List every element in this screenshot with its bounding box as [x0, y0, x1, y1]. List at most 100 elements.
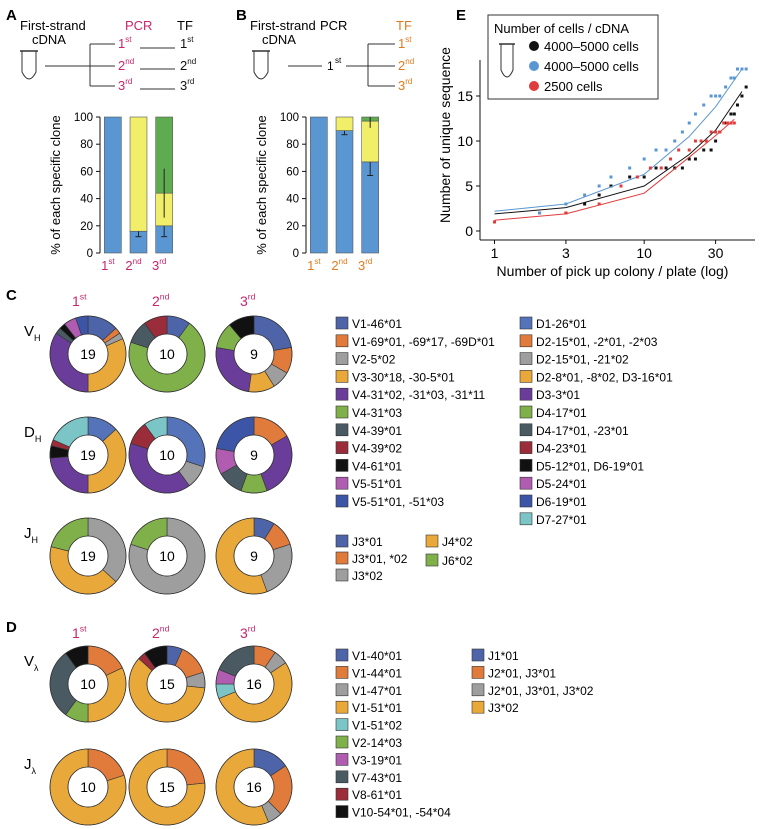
legend-swatch [529, 81, 539, 91]
legend-label: V10-54*01, -54*04 [352, 806, 451, 820]
legend-label: V1-69*01, -69*17, -69D*01 [352, 335, 495, 349]
round-suffix: rd [405, 77, 412, 86]
legend-label: D4-17*01, -23*01 [536, 424, 629, 438]
legend-label: V3-30*18, -30-5*01 [352, 370, 455, 384]
y-axis-title: % of each specific clone [254, 115, 269, 254]
legend-label: V1-46*01 [352, 317, 402, 331]
y-tick-label: 10 [457, 133, 473, 149]
legend-swatch [529, 41, 539, 51]
data-point [709, 94, 713, 98]
data-point [693, 157, 697, 161]
donut-total: 19 [80, 346, 96, 362]
legend-vl: V1-40*01 V1-44*01 V1-47*01 V1-51*01 V1-51*02… [335, 648, 451, 820]
y-axis-title: Number of unique sequence [437, 47, 453, 223]
row-label: Jλ [24, 756, 37, 776]
round-suffix: nd [339, 257, 348, 266]
pcr-round-sup: st [335, 56, 342, 65]
donut-total: 15 [159, 676, 175, 692]
legend-label: V1-51*02 [352, 719, 402, 733]
donut-total: 9 [250, 447, 258, 463]
data-point [687, 148, 691, 152]
donut-hole [146, 434, 188, 476]
legend-label: V2-5*02 [352, 353, 396, 367]
legend-label: J1*01 [488, 649, 519, 663]
donut-outline [49, 645, 127, 723]
column-header-2: 2nd [152, 624, 170, 641]
data-point [709, 148, 713, 152]
legend-swatch [519, 387, 533, 401]
legend-swatch [335, 423, 349, 437]
x-tick-label: 3rd [358, 257, 372, 273]
data-point [725, 121, 729, 125]
legend-label: V1-44*01 [352, 666, 402, 680]
row-label-sub: λ [34, 663, 39, 673]
data-point [718, 130, 722, 134]
y-tick-label: 80 [80, 139, 93, 151]
cdna-label-line2: cDNA [262, 32, 296, 47]
pcr-label: PCR [320, 18, 347, 33]
legend-swatch [519, 441, 533, 454]
data-point [619, 184, 623, 188]
legend-label: J3*02 [352, 569, 383, 583]
donut-hole [67, 333, 109, 375]
donut-hole [146, 663, 188, 705]
donut-outline [49, 416, 127, 494]
legend-label: D3-3*01 [536, 388, 580, 402]
donut-outline [128, 416, 206, 494]
round-suffix: nd [405, 57, 414, 66]
legend-label: 2500 cells [544, 79, 603, 94]
round-number: 2nd [152, 292, 170, 309]
donut-charts: 19 10 9 19 10 9 19 10 9 10 15 16 10 15 16 [49, 315, 293, 826]
donut-total: 10 [80, 676, 96, 692]
round-suffix: rd [159, 257, 166, 266]
round-number: 3rd [398, 77, 412, 93]
bar-chart-b: 0 20 40 60 80 100 % of each specific clone 1st 2… [254, 112, 379, 273]
legend-swatch [519, 512, 533, 526]
legend-swatch [519, 370, 533, 383]
legend-swatch [471, 666, 485, 679]
tube-body [500, 43, 514, 78]
donut-chart: 9 [215, 517, 293, 595]
column-header-3: 3rd [240, 624, 256, 641]
cdna-label-line1: First-strand [250, 18, 316, 33]
x-tick-label: 2nd [125, 257, 141, 273]
data-point [654, 148, 658, 152]
bar-segment [129, 116, 148, 232]
donut-hole [67, 434, 109, 476]
donut-hole [146, 333, 188, 375]
data-point [673, 139, 677, 143]
donut-hole [146, 535, 188, 577]
legend-title: Number of cells / cDNA [494, 21, 629, 36]
legend-label: J6*02 [442, 554, 473, 568]
donut-chart: 10 [49, 645, 127, 723]
legend-label: V4-31*02, -31*03, -31*11 [352, 388, 486, 402]
legend-swatch [335, 370, 349, 383]
data-point [744, 67, 748, 71]
legend-swatch [425, 553, 439, 567]
legend-swatch [519, 476, 533, 490]
legend-label: D4-17*01 [536, 406, 587, 420]
data-point [680, 166, 684, 170]
pcr-label: PCR [125, 18, 152, 33]
round-suffix: nd [125, 57, 134, 66]
legend-label: D7-27*01 [536, 513, 587, 527]
data-point [699, 139, 703, 143]
x-tick-label: 1st [101, 257, 115, 273]
legend-label: J3*01 [352, 535, 383, 549]
data-point [718, 94, 722, 98]
cdna-label-line1: First-strand [20, 18, 86, 33]
legend-swatch [335, 405, 349, 419]
tf-round-labels: 1st 2nd 3rd [180, 35, 196, 93]
legend-swatch [335, 718, 349, 731]
round-number: 2nd [118, 57, 134, 73]
donut-outline [49, 517, 127, 595]
x-tick-label: 1 [491, 245, 499, 261]
legend-swatch [519, 494, 533, 508]
legend-swatch [519, 352, 533, 365]
pcr-round-2: 2nd [118, 57, 134, 73]
round-suffix: st [125, 35, 132, 44]
y-tick-label: 80 [286, 139, 299, 151]
legend-swatch [335, 476, 349, 490]
round-number: 3rd [240, 624, 256, 641]
row-label-sub: H [35, 434, 42, 444]
